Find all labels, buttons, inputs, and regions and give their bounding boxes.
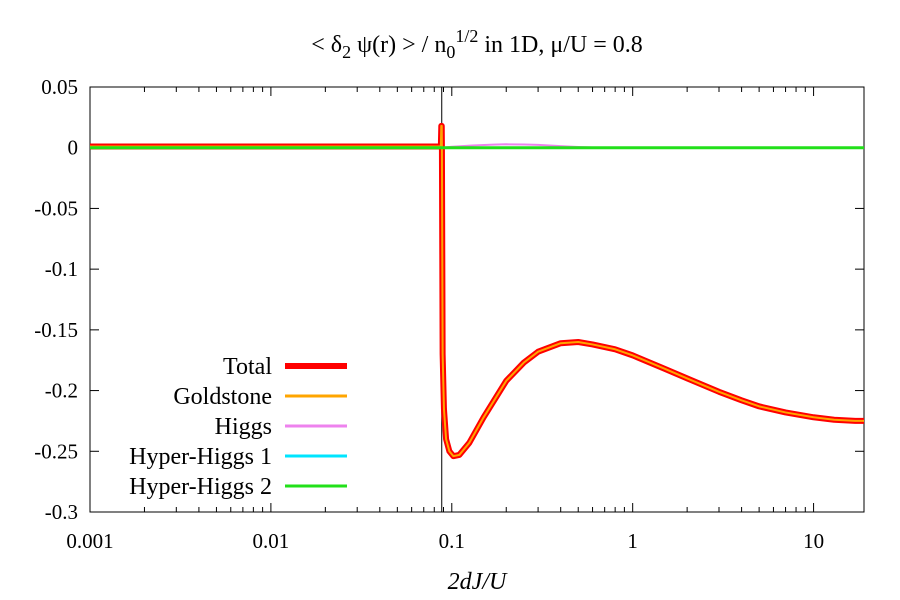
y-tick-label: -0.3 — [45, 500, 78, 524]
legend-label-higgs: Higgs — [215, 414, 272, 440]
series-goldstone-line — [90, 124, 864, 458]
x-tick-label: 0.1 — [439, 529, 465, 553]
series-group — [90, 122, 864, 460]
plot-frame — [89, 86, 865, 513]
x-tick-label: 1 — [627, 529, 638, 553]
y-tick-label: 0 — [68, 136, 79, 160]
x-axis-label: 2dJ/U — [448, 569, 508, 595]
title-sup: 1/2 — [455, 26, 478, 46]
y-tick-label: -0.05 — [34, 196, 78, 220]
x-tick-label: 10 — [803, 529, 824, 553]
axis-ticks: 0.05 0 -0.05 -0.1 -0.15 -0.2 -0.25 -0.3 0.001 0.0… — [34, 75, 864, 553]
title-sub2: 0 — [446, 42, 455, 62]
legend-label-hyper-higgs-2: Hyper-Higgs 2 — [129, 474, 272, 500]
y-tick-label: -0.1 — [45, 257, 78, 281]
legend: Total Goldstone Higgs Hyper-Higgs 1 Hyper-Hi… — [129, 354, 347, 500]
title-prefix: < δ — [311, 32, 342, 58]
legend-label-goldstone: Goldstone — [173, 384, 272, 410]
chart-title: < δ2 ψ(r) > / n01/2 in 1D, μ/U = 0.8 — [311, 26, 642, 62]
legend-label-total: Total — [223, 354, 272, 380]
title-mid: ψ(r) > / n — [351, 32, 446, 58]
x-tick-label: 0.01 — [253, 529, 290, 553]
legend-label-hyper-higgs-1: Hyper-Higgs 1 — [129, 444, 272, 470]
y-tick-label: -0.2 — [45, 379, 78, 403]
y-tick-label: -0.25 — [34, 439, 78, 463]
y-tick-label: -0.15 — [34, 318, 78, 342]
y-tick-label: 0.05 — [41, 75, 78, 99]
title-sub1: 2 — [342, 42, 351, 62]
x-tick-label: 0.001 — [66, 529, 113, 553]
title-suffix: in 1D, μ/U = 0.8 — [478, 32, 642, 58]
